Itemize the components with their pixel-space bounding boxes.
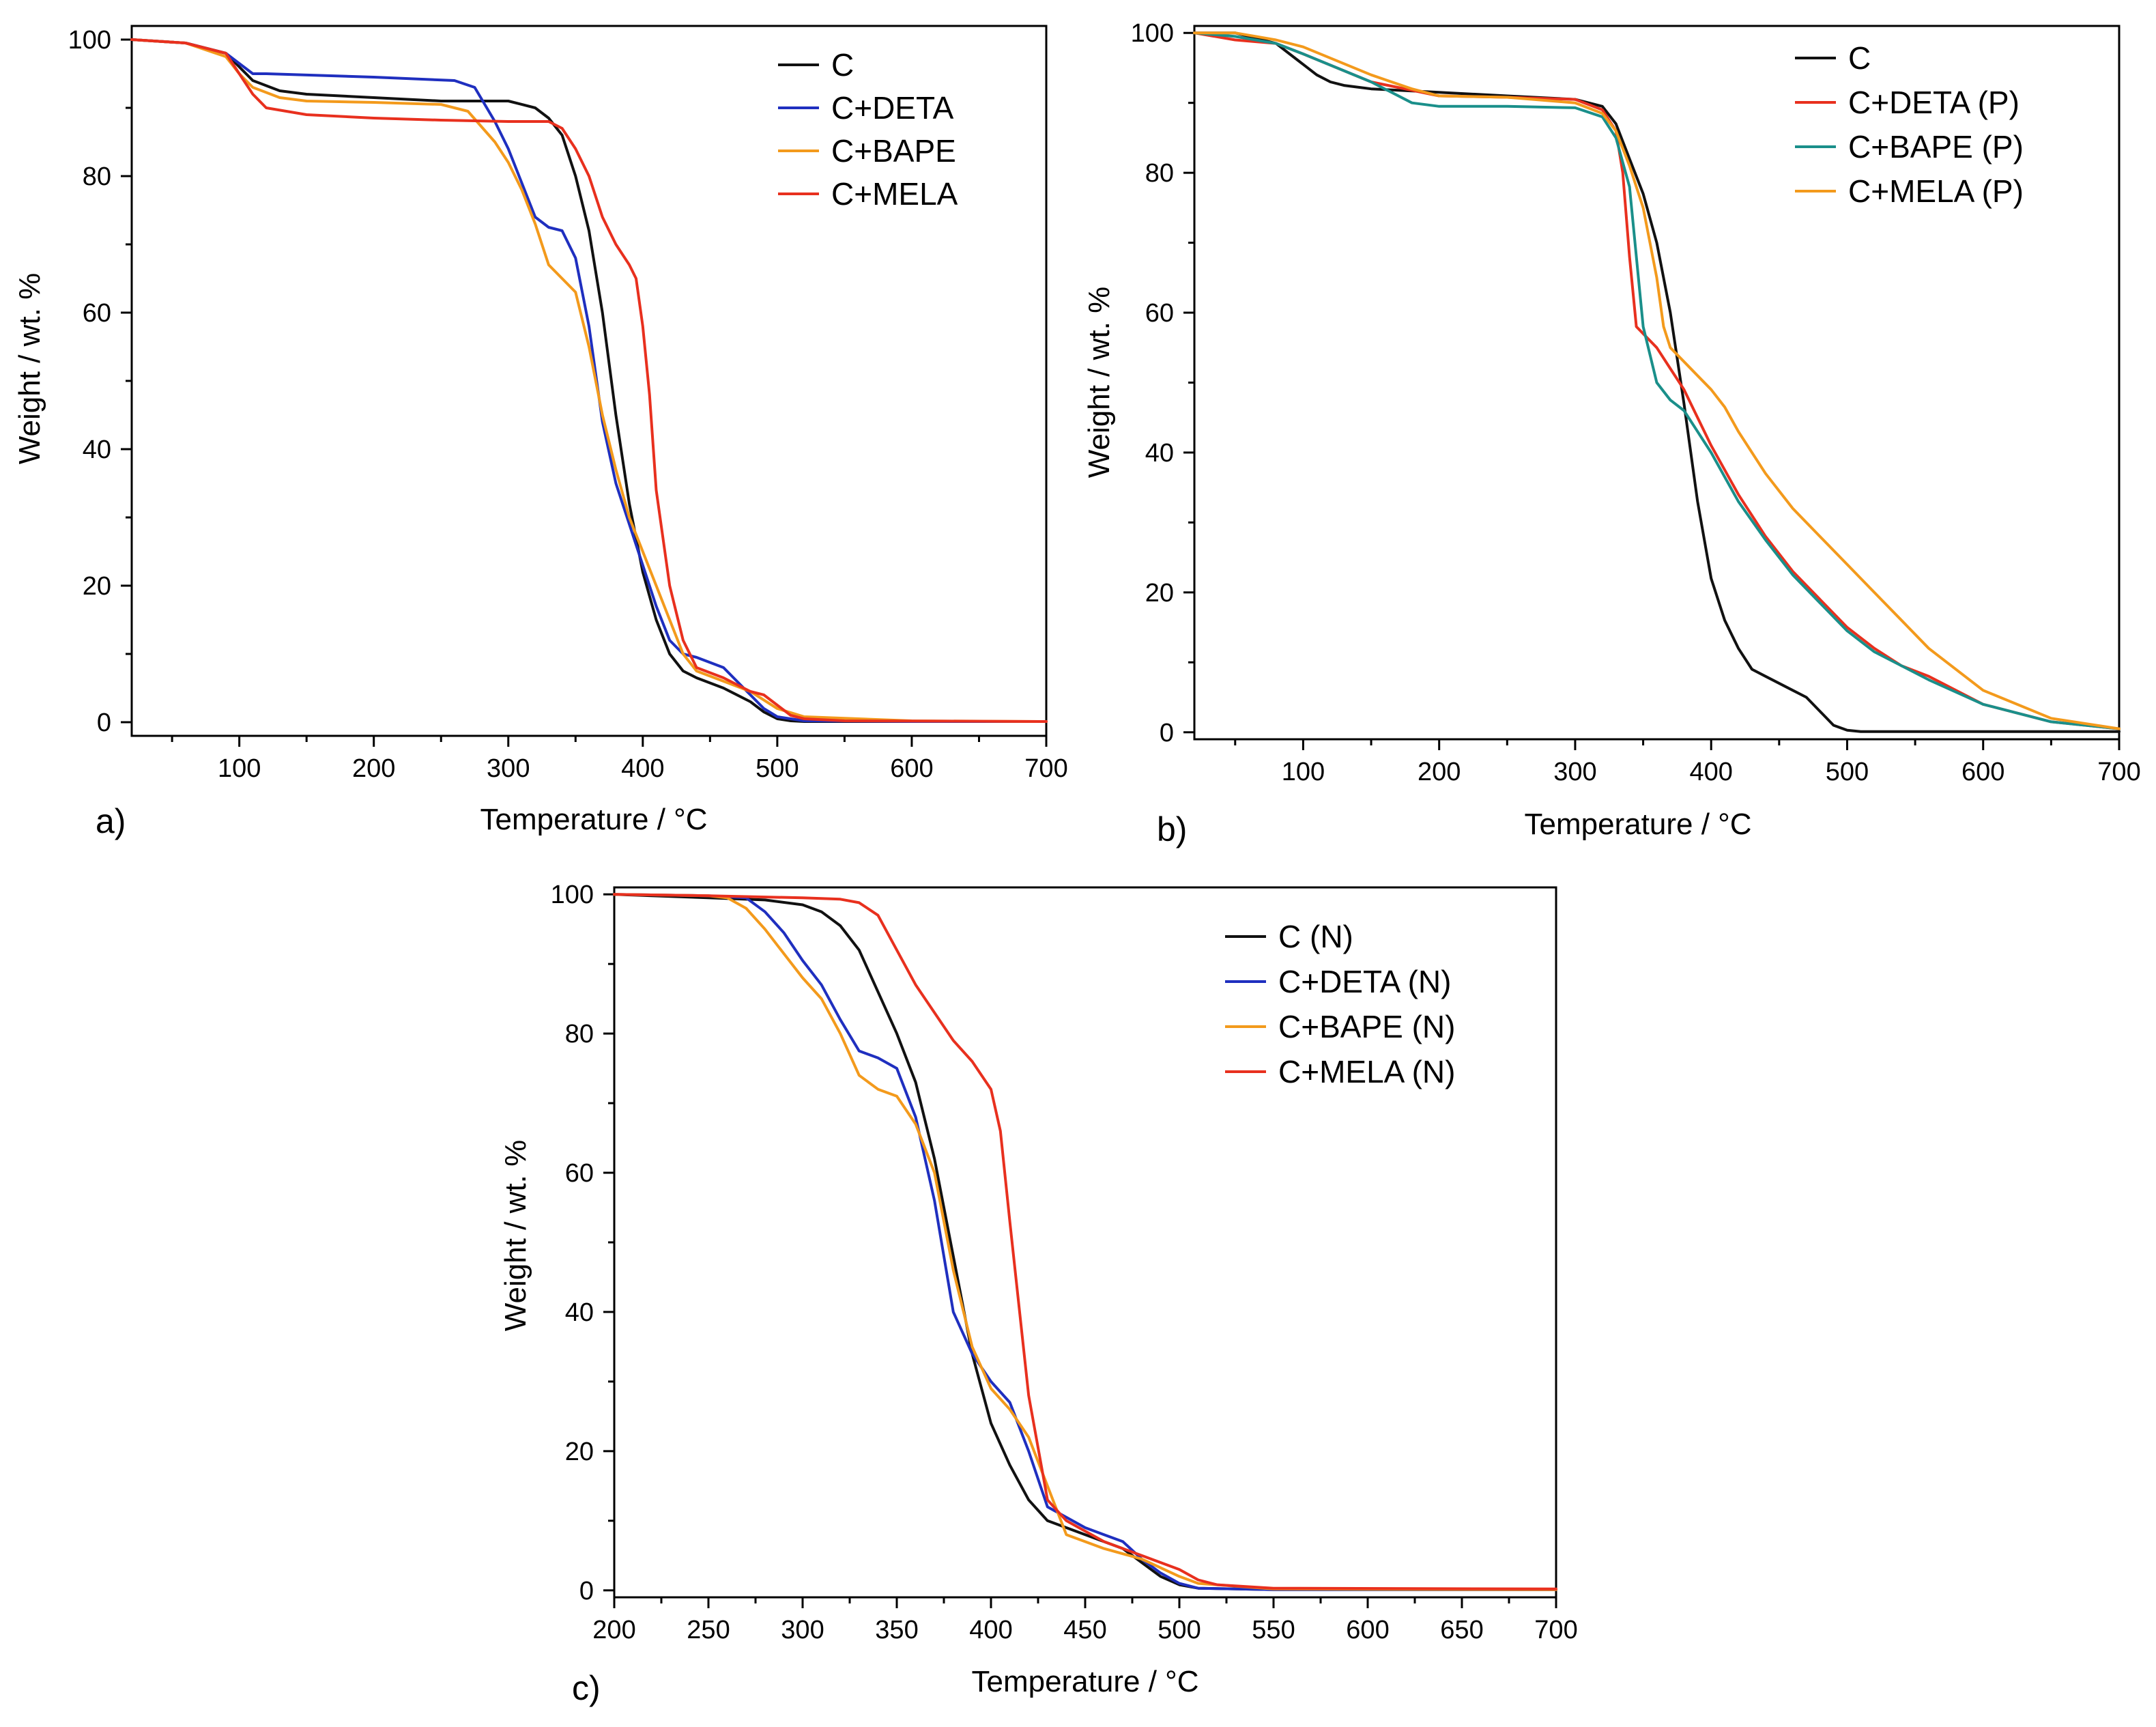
y-tick-label-b: 80	[1145, 159, 1174, 188]
x-tick-label-c: 350	[875, 1616, 918, 1644]
x-tick-label-c: 400	[969, 1616, 1012, 1644]
x-tick-label-b: 200	[1418, 758, 1461, 786]
y-tick-label-a: 60	[83, 299, 111, 328]
x-tick-label-b: 700	[2097, 758, 2140, 786]
x-axis-title-c: Temperature / °C	[971, 1665, 1198, 1698]
y-tick-label-b: 20	[1145, 579, 1174, 608]
y-tick-label-c: 60	[565, 1159, 594, 1188]
x-tick-label-c: 700	[1534, 1616, 1577, 1644]
x-tick-label-c: 450	[1063, 1616, 1106, 1644]
y-tick-label-c: 20	[565, 1438, 594, 1466]
x-tick-label-c: 600	[1346, 1616, 1389, 1644]
legend-label-b-c: C	[1848, 40, 1871, 76]
x-tick-label-a: 400	[621, 754, 664, 783]
y-tick-label-a: 0	[97, 709, 111, 737]
x-tick-label-c: 300	[781, 1616, 824, 1644]
x-tick-label-b: 100	[1282, 758, 1325, 786]
legend-label-a-c: C	[831, 47, 854, 83]
y-tick-label-b: 40	[1145, 439, 1174, 468]
y-tick-label-c: 40	[565, 1298, 594, 1327]
x-tick-label-a: 300	[487, 754, 530, 783]
legend-label-c-c-mela-n: C+MELA (N)	[1278, 1054, 1455, 1089]
panel-label-a: a)	[96, 802, 126, 840]
legend-label-c-c-bape-n: C+BAPE (N)	[1278, 1009, 1455, 1044]
y-tick-label-c: 0	[579, 1577, 594, 1605]
figure-background	[0, 0, 2156, 1727]
x-tick-label-b: 400	[1690, 758, 1733, 786]
x-tick-label-c: 500	[1158, 1616, 1201, 1644]
x-tick-label-a: 200	[352, 754, 395, 783]
x-tick-label-c: 200	[592, 1616, 635, 1644]
panel-label-c: c)	[572, 1669, 601, 1707]
panel-label-b: b)	[1157, 810, 1187, 848]
legend-label-a-c-deta: C+DETA	[831, 90, 954, 126]
y-tick-label-a: 100	[68, 26, 111, 55]
x-axis-title-b: Temperature / °C	[1524, 808, 1751, 841]
x-tick-label-a: 500	[756, 754, 799, 783]
legend-label-b-c-bape-p: C+BAPE (P)	[1848, 129, 2024, 165]
tga-figure: a) Temperature / °C Weight / wt. % b) Te…	[0, 0, 2156, 1727]
legend-label-a-c-bape: C+BAPE	[831, 133, 956, 169]
y-axis-title-a: Weight / wt. %	[13, 273, 46, 464]
y-tick-label-b: 0	[1160, 719, 1174, 747]
y-axis-title-b: Weight / wt. %	[1082, 287, 1116, 478]
legend-label-c-c-n: C (N)	[1278, 919, 1353, 954]
y-tick-label-b: 100	[1131, 19, 1174, 48]
y-tick-label-c: 100	[551, 881, 594, 909]
x-tick-label-b: 500	[1826, 758, 1869, 786]
x-tick-label-c: 250	[687, 1616, 730, 1644]
y-tick-label-b: 60	[1145, 299, 1174, 328]
x-axis-title-a: Temperature / °C	[480, 803, 707, 836]
legend-label-c-c-deta-n: C+DETA (N)	[1278, 964, 1451, 999]
x-tick-label-a: 600	[890, 754, 933, 783]
legend-label-b-c-mela-p: C+MELA (P)	[1848, 173, 2024, 209]
y-tick-label-a: 20	[83, 572, 111, 601]
x-tick-label-c: 650	[1440, 1616, 1483, 1644]
x-tick-label-a: 700	[1024, 754, 1067, 783]
y-tick-label-a: 40	[83, 436, 111, 464]
x-tick-label-b: 600	[1961, 758, 2004, 786]
y-tick-label-a: 80	[83, 162, 111, 191]
y-tick-label-c: 80	[565, 1020, 594, 1048]
legend-label-a-c-mela: C+MELA	[831, 176, 958, 212]
y-axis-title-c: Weight / wt. %	[499, 1140, 532, 1331]
legend-label-b-c-deta-p: C+DETA (P)	[1848, 85, 2020, 120]
x-tick-label-b: 300	[1553, 758, 1596, 786]
x-tick-label-a: 100	[218, 754, 261, 783]
x-tick-label-c: 550	[1252, 1616, 1295, 1644]
